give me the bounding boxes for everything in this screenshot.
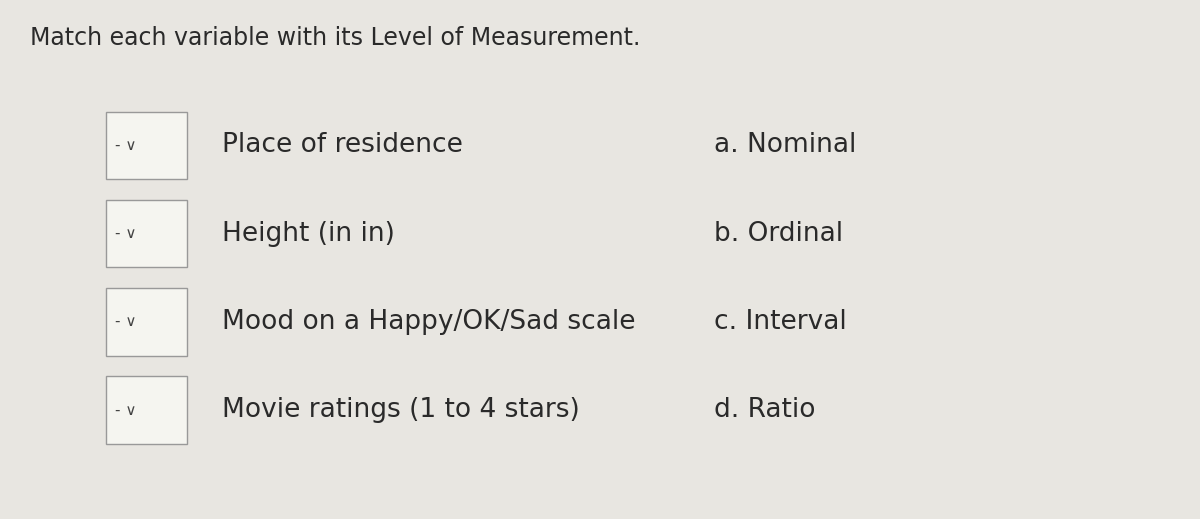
Text: d. Ratio: d. Ratio: [714, 397, 816, 423]
Text: Mood on a Happy/OK/Sad scale: Mood on a Happy/OK/Sad scale: [222, 309, 636, 335]
Text: b. Ordinal: b. Ordinal: [714, 221, 844, 247]
Text: Height (in in): Height (in in): [222, 221, 395, 247]
FancyBboxPatch shape: [106, 112, 187, 179]
FancyBboxPatch shape: [106, 288, 187, 356]
FancyBboxPatch shape: [106, 376, 187, 444]
Text: Movie ratings (1 to 4 stars): Movie ratings (1 to 4 stars): [222, 397, 580, 423]
Text: - ∨: - ∨: [115, 138, 137, 153]
Text: - ∨: - ∨: [115, 226, 137, 241]
Text: - ∨: - ∨: [115, 315, 137, 329]
Text: Place of residence: Place of residence: [222, 132, 463, 158]
Text: a. Nominal: a. Nominal: [714, 132, 857, 158]
Text: - ∨: - ∨: [115, 403, 137, 417]
Text: Match each variable with its Level of Measurement.: Match each variable with its Level of Me…: [30, 26, 641, 50]
Text: c. Interval: c. Interval: [714, 309, 847, 335]
FancyBboxPatch shape: [106, 200, 187, 267]
